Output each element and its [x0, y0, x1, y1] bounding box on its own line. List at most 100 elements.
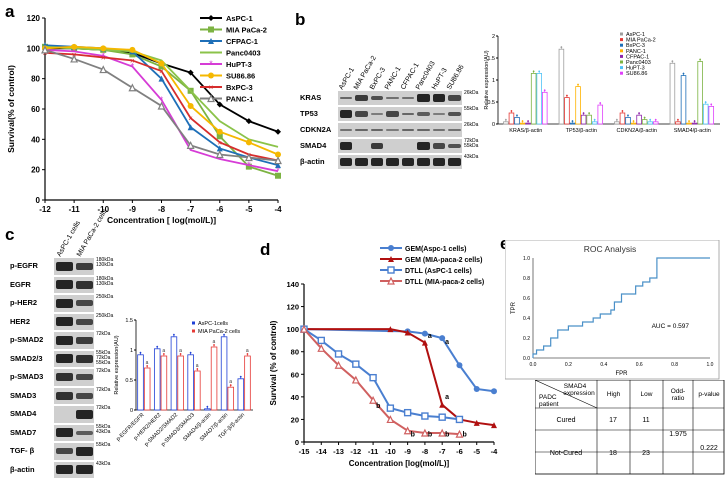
blot-band: [56, 262, 73, 271]
blot-band: [56, 299, 73, 308]
data-dot: [156, 346, 158, 348]
table-row-header: PADC: [539, 394, 557, 401]
blot-band: [417, 94, 430, 102]
blot-band: [386, 129, 399, 131]
x-tick-label: 0.2: [565, 362, 572, 368]
y-tick-label: 1: [130, 348, 133, 354]
annotation: b: [376, 403, 380, 410]
bar: [228, 387, 234, 410]
annotation: a: [229, 379, 232, 385]
x-tick-label: -13: [333, 447, 344, 456]
y-tick-label: 2: [492, 34, 495, 40]
x-tick-label: -4: [491, 447, 498, 456]
bar: [703, 104, 708, 124]
blot-row-label: SMAD3: [10, 391, 36, 400]
data-point: [456, 416, 462, 422]
table-cell-high: 17: [609, 417, 617, 424]
data-dot: [173, 334, 175, 336]
legend-label: SU86.86: [226, 72, 255, 81]
chart-a-survival: 020406080100120-12-11-10-9-8-7-6-5-4Conc…: [0, 0, 290, 225]
y-tick-label: 40: [291, 393, 299, 402]
x-tick-label: 0.6: [636, 362, 643, 368]
x-axis-label: Concentration [ log(mol/L)]: [107, 215, 216, 225]
x-tick-label: -8: [158, 205, 166, 214]
chart-d-survival: 020406080100120140-15-14-13-12-11-10-9-8…: [262, 240, 502, 470]
blot-band: [355, 95, 368, 101]
y-tick-label: 0.5: [125, 378, 133, 384]
blot-kda-label: 72kDa 55kDa: [464, 139, 478, 149]
data-dot: [140, 352, 142, 354]
bar: [526, 123, 531, 124]
data-point: [129, 47, 135, 53]
bar: [709, 106, 714, 124]
legend-swatch: [192, 330, 195, 333]
blot-band: [340, 142, 353, 150]
blot-band: [355, 158, 368, 166]
bar: [221, 337, 227, 410]
blot-band: [433, 94, 446, 102]
bar: [211, 347, 217, 410]
bar: [670, 63, 675, 124]
bar: [592, 122, 597, 124]
annotation: a: [445, 339, 449, 346]
data-point: [100, 67, 106, 73]
legend-label: BxPC-3: [226, 83, 253, 92]
y-tick-label: 1.5: [125, 318, 133, 324]
x-tick-label: -15: [299, 447, 310, 456]
blot-band: [386, 158, 399, 166]
bar: [195, 371, 201, 410]
blot-band: [56, 317, 73, 326]
bar: [238, 379, 244, 410]
legend-marker: *: [209, 59, 213, 69]
bar: [559, 49, 564, 124]
blot-row-label: p-SMAD2: [10, 335, 43, 344]
y-tick-label: 0: [130, 408, 133, 414]
blot-band: [371, 158, 384, 166]
blot-band: [448, 158, 461, 166]
x-tick-label: -14: [316, 447, 328, 456]
data-dot: [644, 117, 646, 119]
x-tick-label: p-EGFR/EGFR: [115, 412, 145, 442]
blot-band: [56, 354, 73, 363]
legend-label: HuPT-3: [226, 60, 252, 69]
data-dot: [206, 406, 208, 408]
data-dot: [599, 102, 601, 104]
blot-band: [417, 158, 430, 166]
annotation: a: [246, 348, 249, 354]
data-point: [217, 129, 223, 135]
bar: [642, 120, 647, 124]
roc-title: ROC Analysis: [584, 244, 636, 254]
data-point: [336, 351, 342, 357]
data-dot: [633, 120, 635, 122]
data-point: [491, 388, 497, 394]
y-tick-label: 60: [291, 370, 299, 379]
x-tick-label: -12: [350, 447, 361, 456]
legend-label: AsPC-1cells: [198, 321, 228, 327]
blot-band: [76, 410, 93, 419]
annotation: a: [146, 360, 149, 366]
blot-kda-label: 180kDa 130kDa: [96, 258, 113, 268]
blot-band: [402, 158, 415, 166]
x-tick-label: -5: [473, 447, 480, 456]
blot-band: [76, 374, 93, 380]
x-tick-label: KRAS/β-actin: [509, 128, 542, 134]
legend-marker: [208, 27, 214, 33]
x-tick-label: -8: [422, 447, 429, 456]
data-dot: [677, 119, 679, 121]
x-tick-label: TP53/β-actin: [566, 128, 597, 134]
y-tick-label: 100: [27, 44, 41, 53]
x-tick-label: -4: [274, 205, 282, 214]
blot-band: [340, 158, 353, 166]
legend-swatch: [620, 44, 623, 47]
blot-band: [76, 355, 93, 363]
blot-band: [371, 143, 384, 149]
bar: [676, 122, 681, 124]
bar: [509, 113, 514, 124]
blot-band: [56, 448, 73, 454]
bar: [615, 122, 620, 124]
y-tick-label: 120: [27, 14, 41, 23]
blot-band: [386, 97, 399, 99]
x-tick-label: -9: [404, 447, 411, 456]
data-dot: [649, 119, 651, 121]
